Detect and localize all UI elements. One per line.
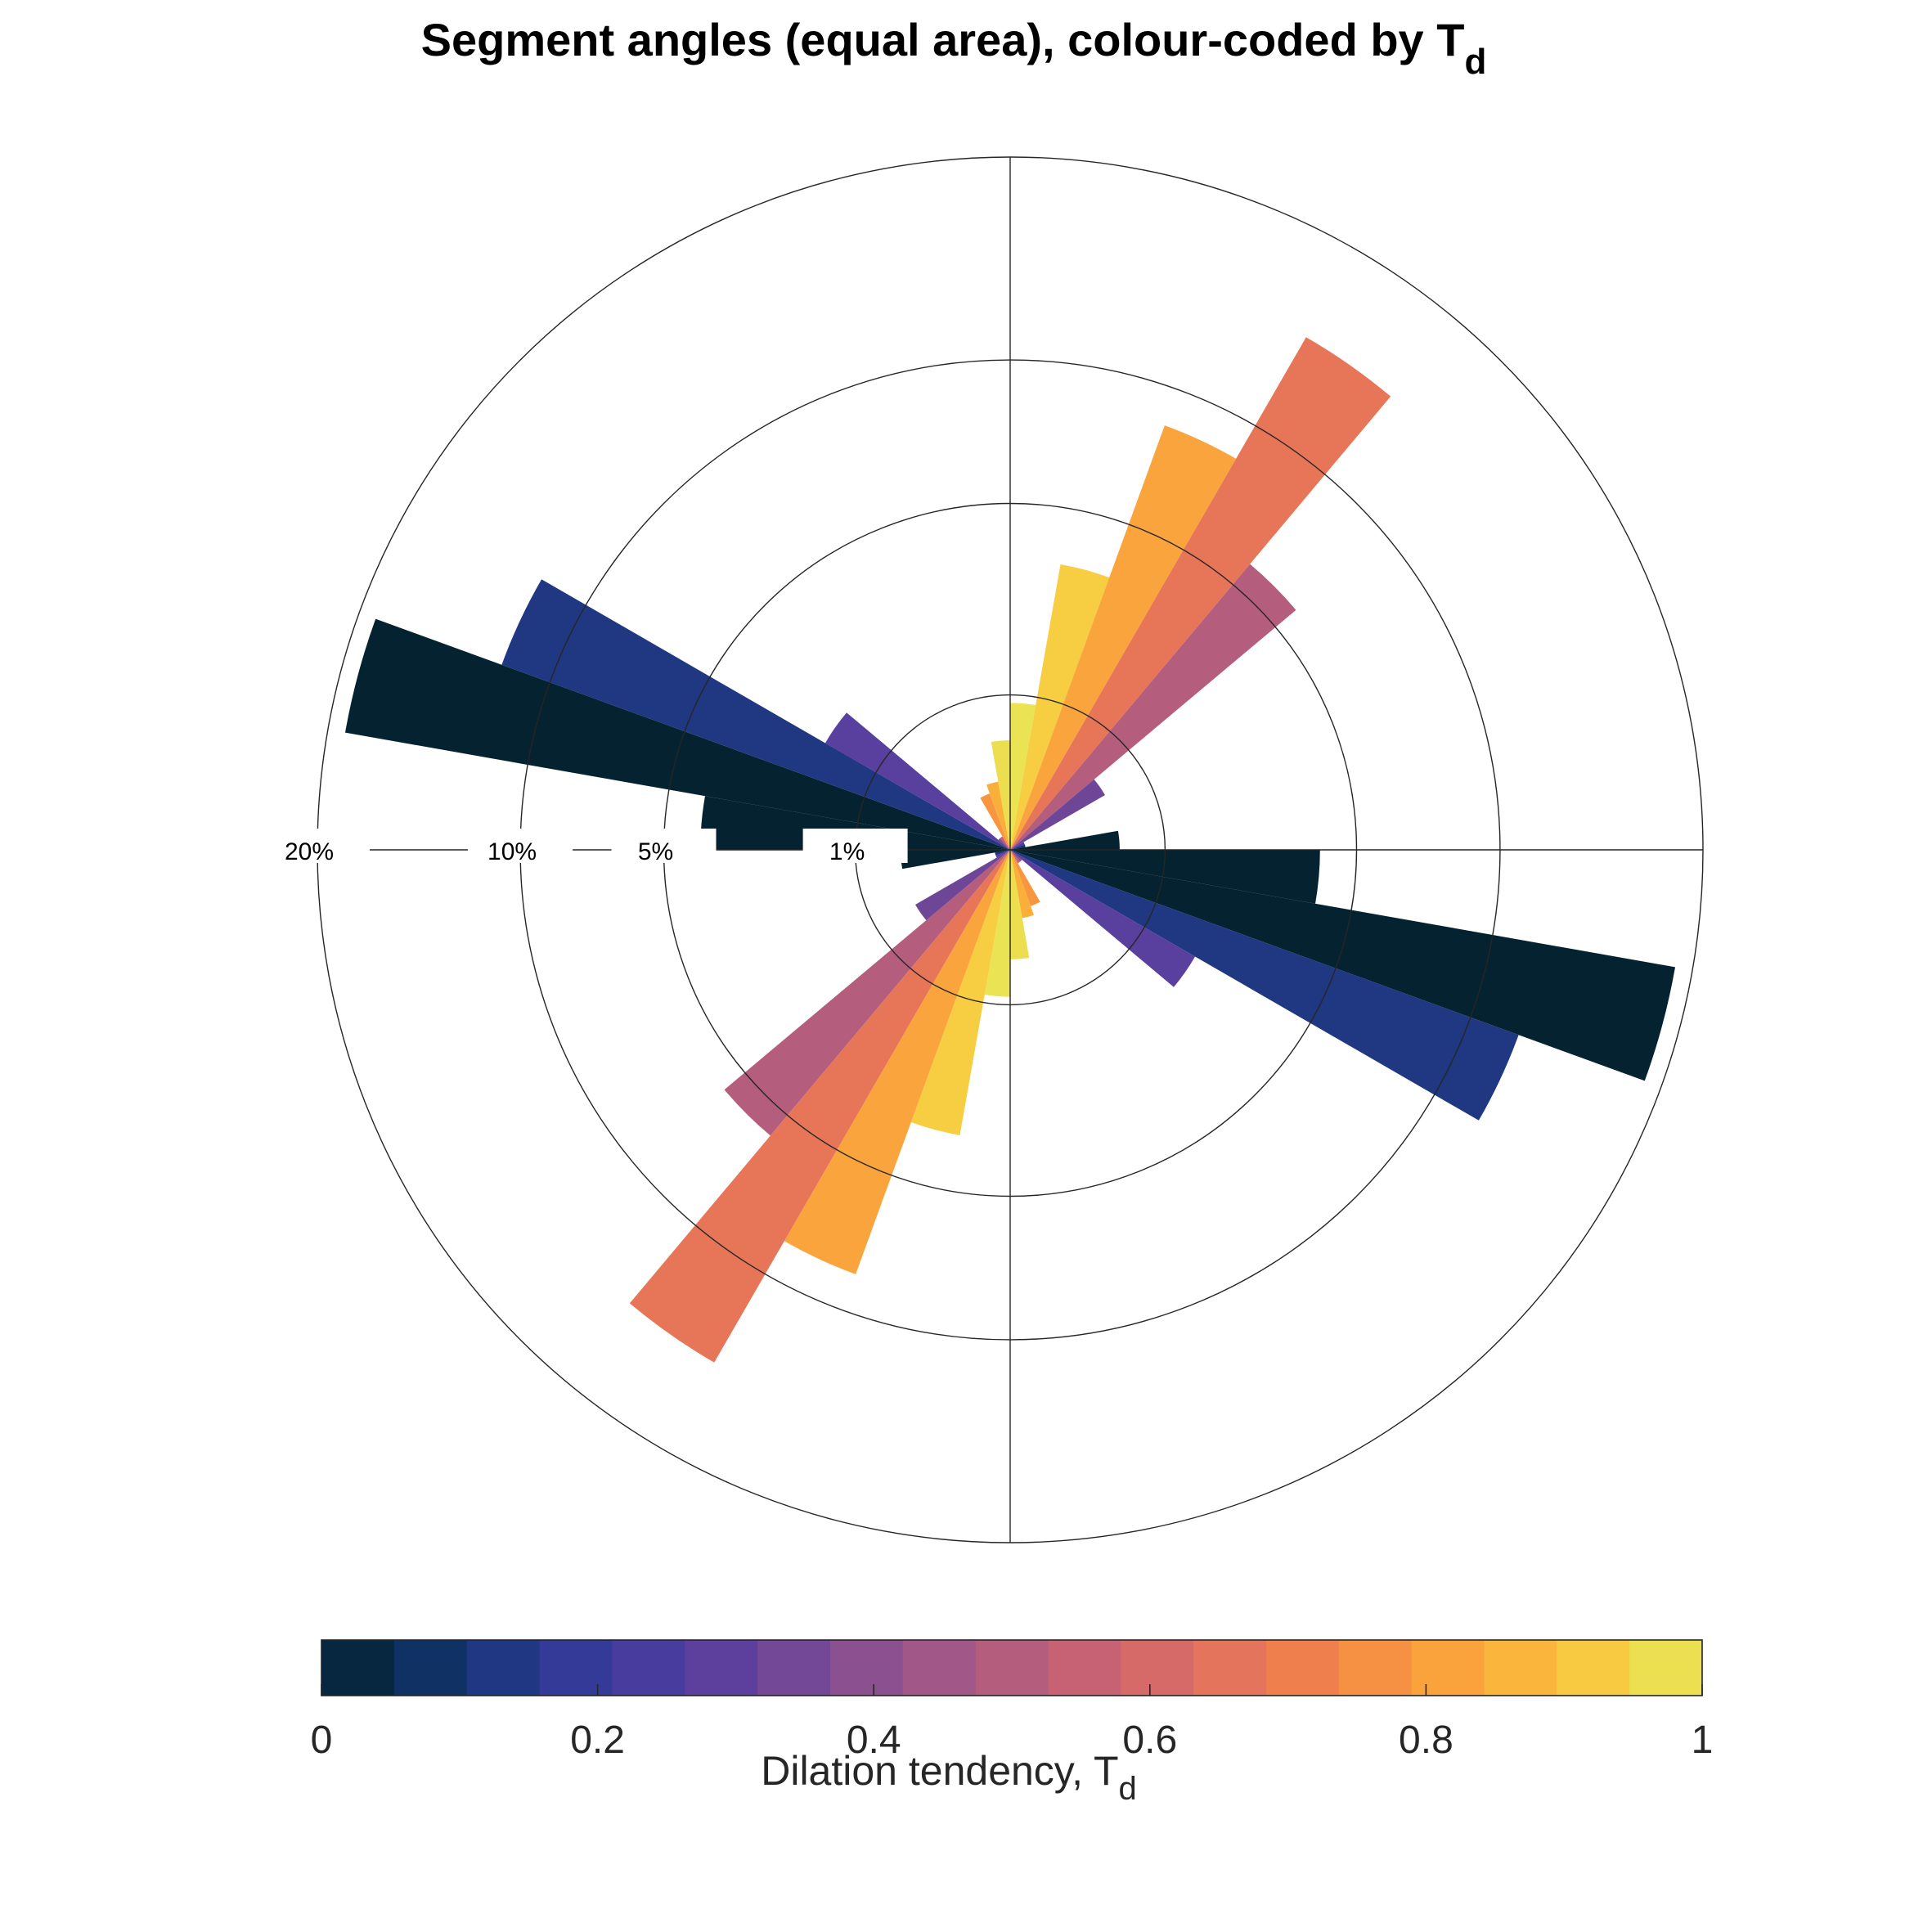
ring-label-text: 5% [638,838,673,865]
ring-labels: 20% 10% 5% 1% [265,829,908,865]
rose-bar-240-250-deg [995,850,1010,858]
colorbar-tick-label: 0 [311,1719,333,1762]
colorbar-title: Dilation tendency, Td [761,1748,1137,1807]
rose-bar-230-240-deg [915,850,1010,921]
colorbar: 0 0.2 0.4 0.6 0.8 1 [311,1639,1714,1762]
rose-bar-280-290-deg [344,618,1010,850]
colorbar-level-12 [1193,1640,1267,1696]
svg-text:Dilation tendency, Td: Dilation tendency, Td [761,1748,1137,1807]
rose-bar-340-350-deg [986,781,1010,850]
rose-bar-170-180-deg [1010,850,1030,959]
rose-bar-140-150-deg [1010,850,1021,864]
chart-title-subscript: d [1464,42,1486,82]
rose-bar-0-10-deg [1010,703,1036,850]
ring-label-5-percent: 5% [611,829,717,865]
rose-bar-180-190-deg [984,850,1010,997]
ring-label-1-percent: 1% [802,829,908,865]
rose-bar-330-340-deg [980,793,1010,850]
colorbar-level-11 [1121,1640,1194,1696]
chart-title: Segment angles (equal area), colour-code… [421,14,1487,82]
colorbar-level-16 [1484,1640,1557,1696]
colorbar-level-0 [321,1640,395,1696]
colorbar-tick-label: 0.2 [570,1719,625,1762]
rose-bar-350-360-deg [991,740,1010,850]
rose-bar-70-80-deg [1010,844,1026,850]
rose-bar-150-160-deg [1010,850,1040,906]
rose-bar-250-260-deg [995,850,1010,856]
colorbar-level-3 [539,1640,613,1696]
ring-label-20-percent: 20% [265,829,370,865]
rose-bar-60-70-deg [1010,842,1025,850]
colorbar-level-4 [612,1640,685,1696]
rose-bar-50-60-deg [1010,779,1105,850]
ring-label-10-percent: 10% [468,829,573,865]
rose-bar-80-90-deg [1010,830,1120,850]
rose-bar-220-230-deg [724,850,1010,1136]
colorbar-level-5 [685,1640,758,1696]
colorbar-level-18 [1629,1640,1703,1696]
colorbar-title-subscript: d [1119,1771,1137,1807]
rose-bar-270-280-deg [700,796,1010,850]
colorbar-level-13 [1265,1640,1340,1696]
colorbar-level-7 [829,1640,904,1696]
colorbar-level-6 [757,1640,831,1696]
colorbar-level-1 [393,1640,468,1696]
colorbar-level-15 [1411,1640,1485,1696]
colorbar-title-text: Dilation tendency, T [761,1748,1118,1794]
rose-bar-200-210-deg [784,850,1010,1274]
rose-bars [344,337,1676,1363]
rose-bar-90-100-deg [1010,850,1320,904]
colorbar-level-10 [1048,1640,1121,1696]
colorbar-tick-label: 0.4 [847,1719,901,1762]
ring-label-text: 20% [285,838,334,865]
colorbar-frame [321,1639,1703,1696]
rose-bar-300-310-deg [824,712,1010,850]
colorbar-level-2 [466,1640,541,1696]
ring-label-text: 1% [829,838,865,865]
rose-bar-260-270-deg [901,850,1010,869]
rose-bar-190-200-deg [910,850,1010,1135]
colorbar-level-9 [975,1640,1049,1696]
rose-bar-310-320-deg [998,838,1010,850]
rose-bar-100-110-deg [1010,850,1676,1081]
rose-bar-20-30-deg [1010,425,1237,850]
colorbar-tick-label: 0.6 [1122,1719,1177,1762]
ring-label-text: 10% [487,838,537,865]
colorbar-level-17 [1557,1640,1630,1696]
rose-bar-130-140-deg [1010,850,1022,862]
colorbar-tick-label: 1 [1692,1719,1714,1762]
rose-bar-110-120-deg [1010,850,1519,1121]
rose-bar-290-300-deg [501,579,1010,850]
colorbar-level-14 [1338,1640,1413,1696]
colorbar-tick-label: 0.8 [1399,1719,1453,1762]
rose-bar-10-20-deg [1010,564,1110,850]
rose-bar-30-40-deg [1010,337,1391,850]
rose-bar-210-220-deg [629,850,1010,1363]
svg-text:Segment angles (equal area), c: Segment angles (equal area), colour-code… [421,14,1487,82]
colorbar-level-8 [902,1640,977,1696]
rose-bar-40-50-deg [1010,564,1296,850]
chart-title-text: Segment angles (equal area), colour-code… [421,14,1465,65]
rose-bar-120-130-deg [1010,850,1196,987]
rose-bar-160-170-deg [1010,850,1034,919]
rose-bar-320-330-deg [1000,836,1010,850]
